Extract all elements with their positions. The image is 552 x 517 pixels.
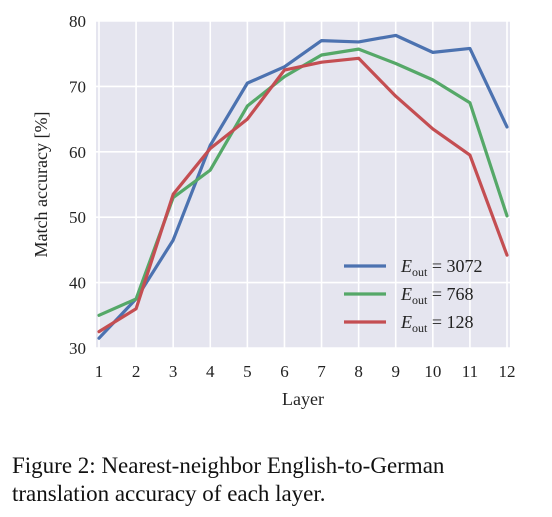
x-tick-label: 7 bbox=[317, 362, 326, 381]
x-tick-label: 12 bbox=[499, 362, 516, 381]
x-tick-label: 11 bbox=[462, 362, 478, 381]
legend-label-3072: Eout = 3072 bbox=[400, 256, 483, 279]
y-tick-label: 40 bbox=[69, 274, 86, 293]
y-tick-label: 80 bbox=[69, 12, 86, 31]
x-axis-label: Layer bbox=[282, 389, 324, 409]
y-axis-label: Match accuracy [%] bbox=[31, 112, 51, 258]
series-lines bbox=[97, 33, 509, 340]
x-tick-label: 1 bbox=[95, 362, 104, 381]
x-tick-label: 2 bbox=[132, 362, 141, 381]
y-tick-label: 30 bbox=[69, 339, 86, 358]
legend: Eout = 3072 Eout = 768 Eout = 128 bbox=[344, 256, 483, 335]
y-tick-label: 60 bbox=[69, 143, 86, 162]
x-tick-label: 6 bbox=[280, 362, 289, 381]
series-line-128 bbox=[97, 56, 509, 334]
y-axis-ticks: 30 40 50 60 70 80 bbox=[69, 12, 86, 358]
x-tick-label: 9 bbox=[391, 362, 400, 381]
x-tick-label: 3 bbox=[169, 362, 178, 381]
legend-label-128: Eout = 128 bbox=[400, 312, 474, 335]
caption-line-1: Figure 2: Nearest-neighbor English-to-Ge… bbox=[12, 453, 445, 478]
x-tick-label: 8 bbox=[354, 362, 363, 381]
x-tick-label: 5 bbox=[243, 362, 252, 381]
caption-line-2: translation accuracy of each layer. bbox=[12, 481, 326, 506]
x-axis-ticks: 1 2 3 4 5 6 7 8 9 10 11 12 bbox=[95, 362, 516, 381]
y-tick-label: 50 bbox=[69, 208, 86, 227]
legend-label-768: Eout = 768 bbox=[400, 284, 474, 307]
y-tick-label: 70 bbox=[69, 77, 86, 96]
x-tick-label: 10 bbox=[424, 362, 441, 381]
series-line-3072 bbox=[97, 33, 509, 340]
plot-area bbox=[96, 21, 510, 348]
figure-caption: Figure 2: Nearest-neighbor English-to-Ge… bbox=[12, 452, 547, 508]
x-tick-label: 4 bbox=[206, 362, 215, 381]
